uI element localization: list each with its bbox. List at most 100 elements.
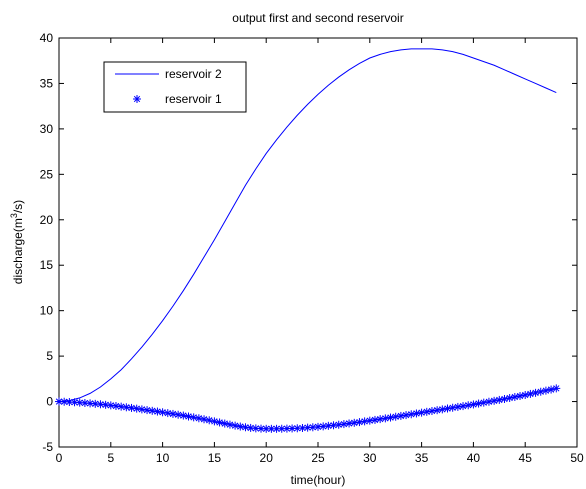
data-point	[184, 412, 193, 421]
data-point	[339, 420, 348, 429]
data-point	[531, 388, 540, 397]
data-point	[536, 387, 545, 396]
data-point	[117, 402, 126, 411]
data-point	[479, 398, 488, 407]
data-point	[459, 402, 468, 411]
data-point	[355, 418, 364, 427]
y-tick-label: 5	[46, 349, 53, 363]
data-point	[200, 415, 209, 424]
chart-title: output first and second reservoir	[232, 11, 403, 25]
data-point	[153, 407, 162, 416]
data-point	[127, 403, 136, 412]
y-tick-label: 35	[40, 76, 54, 90]
legend: reservoir 2 reservoir 1	[103, 61, 247, 113]
x-tick-label: 0	[56, 451, 63, 465]
y-tick-label: 40	[40, 31, 54, 45]
x-tick-label: 25	[311, 451, 325, 465]
data-point	[210, 417, 219, 426]
x-axis-ticks: 0 5 10 15 20 25 30 35 40 45 50	[56, 38, 584, 465]
x-tick-label: 50	[570, 451, 584, 465]
data-point	[412, 409, 421, 418]
data-point	[60, 397, 69, 406]
data-point	[324, 421, 333, 430]
data-point	[438, 405, 447, 414]
x-tick-label: 40	[467, 451, 481, 465]
data-point	[174, 410, 183, 419]
data-point	[148, 406, 157, 415]
data-point	[526, 389, 535, 398]
y-tick-label: 30	[40, 122, 54, 136]
data-point	[106, 401, 115, 410]
data-point	[391, 412, 400, 421]
y-axis-label: discharge(m3/s)	[9, 200, 25, 284]
data-point	[205, 416, 214, 425]
data-point	[163, 409, 172, 418]
data-point	[189, 413, 198, 422]
data-point	[464, 401, 473, 410]
data-point	[179, 411, 188, 420]
data-point	[407, 410, 416, 419]
data-point	[370, 415, 379, 424]
data-point	[484, 397, 493, 406]
y-tick-label: 10	[40, 304, 54, 318]
x-tick-label: 45	[519, 451, 533, 465]
data-point	[448, 403, 457, 412]
data-point	[350, 418, 359, 427]
data-point	[80, 399, 89, 408]
series-layer	[55, 48, 561, 433]
data-point	[215, 418, 224, 427]
y-tick-label: 0	[46, 395, 53, 409]
data-point	[474, 399, 483, 408]
y-tick-label: 15	[40, 258, 54, 272]
data-point	[381, 414, 390, 423]
y-tick-label: -5	[42, 440, 53, 454]
data-point	[70, 398, 79, 407]
data-point	[282, 424, 291, 433]
data-point	[220, 419, 229, 428]
data-point	[469, 400, 478, 409]
data-point	[376, 415, 385, 424]
x-axis-label: time(hour)	[291, 473, 346, 487]
data-point	[143, 406, 152, 415]
data-point	[396, 411, 405, 420]
data-point	[132, 404, 141, 413]
data-point	[402, 411, 411, 420]
data-point	[427, 407, 436, 416]
data-point	[329, 421, 338, 430]
data-point	[231, 421, 240, 430]
y-tick-label: 20	[40, 213, 54, 227]
data-point	[495, 395, 504, 404]
data-point	[345, 419, 354, 428]
legend-asterisk-icon	[133, 95, 141, 103]
data-point	[236, 422, 245, 431]
series-line-0	[58, 48, 557, 403]
data-point	[541, 386, 550, 395]
x-tick-label: 35	[415, 451, 429, 465]
x-tick-label: 10	[156, 451, 170, 465]
data-point	[158, 408, 167, 417]
data-point	[510, 393, 519, 402]
y-axis-ticks: -5 0 5 10 15 20 25 30 35 40	[40, 31, 577, 454]
data-point	[365, 416, 374, 425]
data-point	[319, 422, 328, 431]
data-point	[521, 391, 530, 400]
data-point	[443, 404, 452, 413]
data-point	[225, 420, 234, 429]
x-tick-label: 15	[208, 451, 222, 465]
data-point	[194, 414, 203, 423]
data-point	[433, 406, 442, 415]
data-point	[360, 417, 369, 426]
data-point	[547, 385, 556, 394]
legend-box	[103, 61, 247, 113]
data-point	[122, 403, 131, 412]
data-point	[101, 400, 110, 409]
data-point	[137, 405, 146, 414]
data-point	[111, 402, 120, 411]
x-tick-label: 5	[107, 451, 114, 465]
data-point	[334, 420, 343, 429]
data-point	[96, 400, 105, 409]
x-tick-label: 30	[363, 451, 377, 465]
data-point	[314, 422, 322, 431]
y-axis-label-superscript: 3	[9, 213, 19, 218]
